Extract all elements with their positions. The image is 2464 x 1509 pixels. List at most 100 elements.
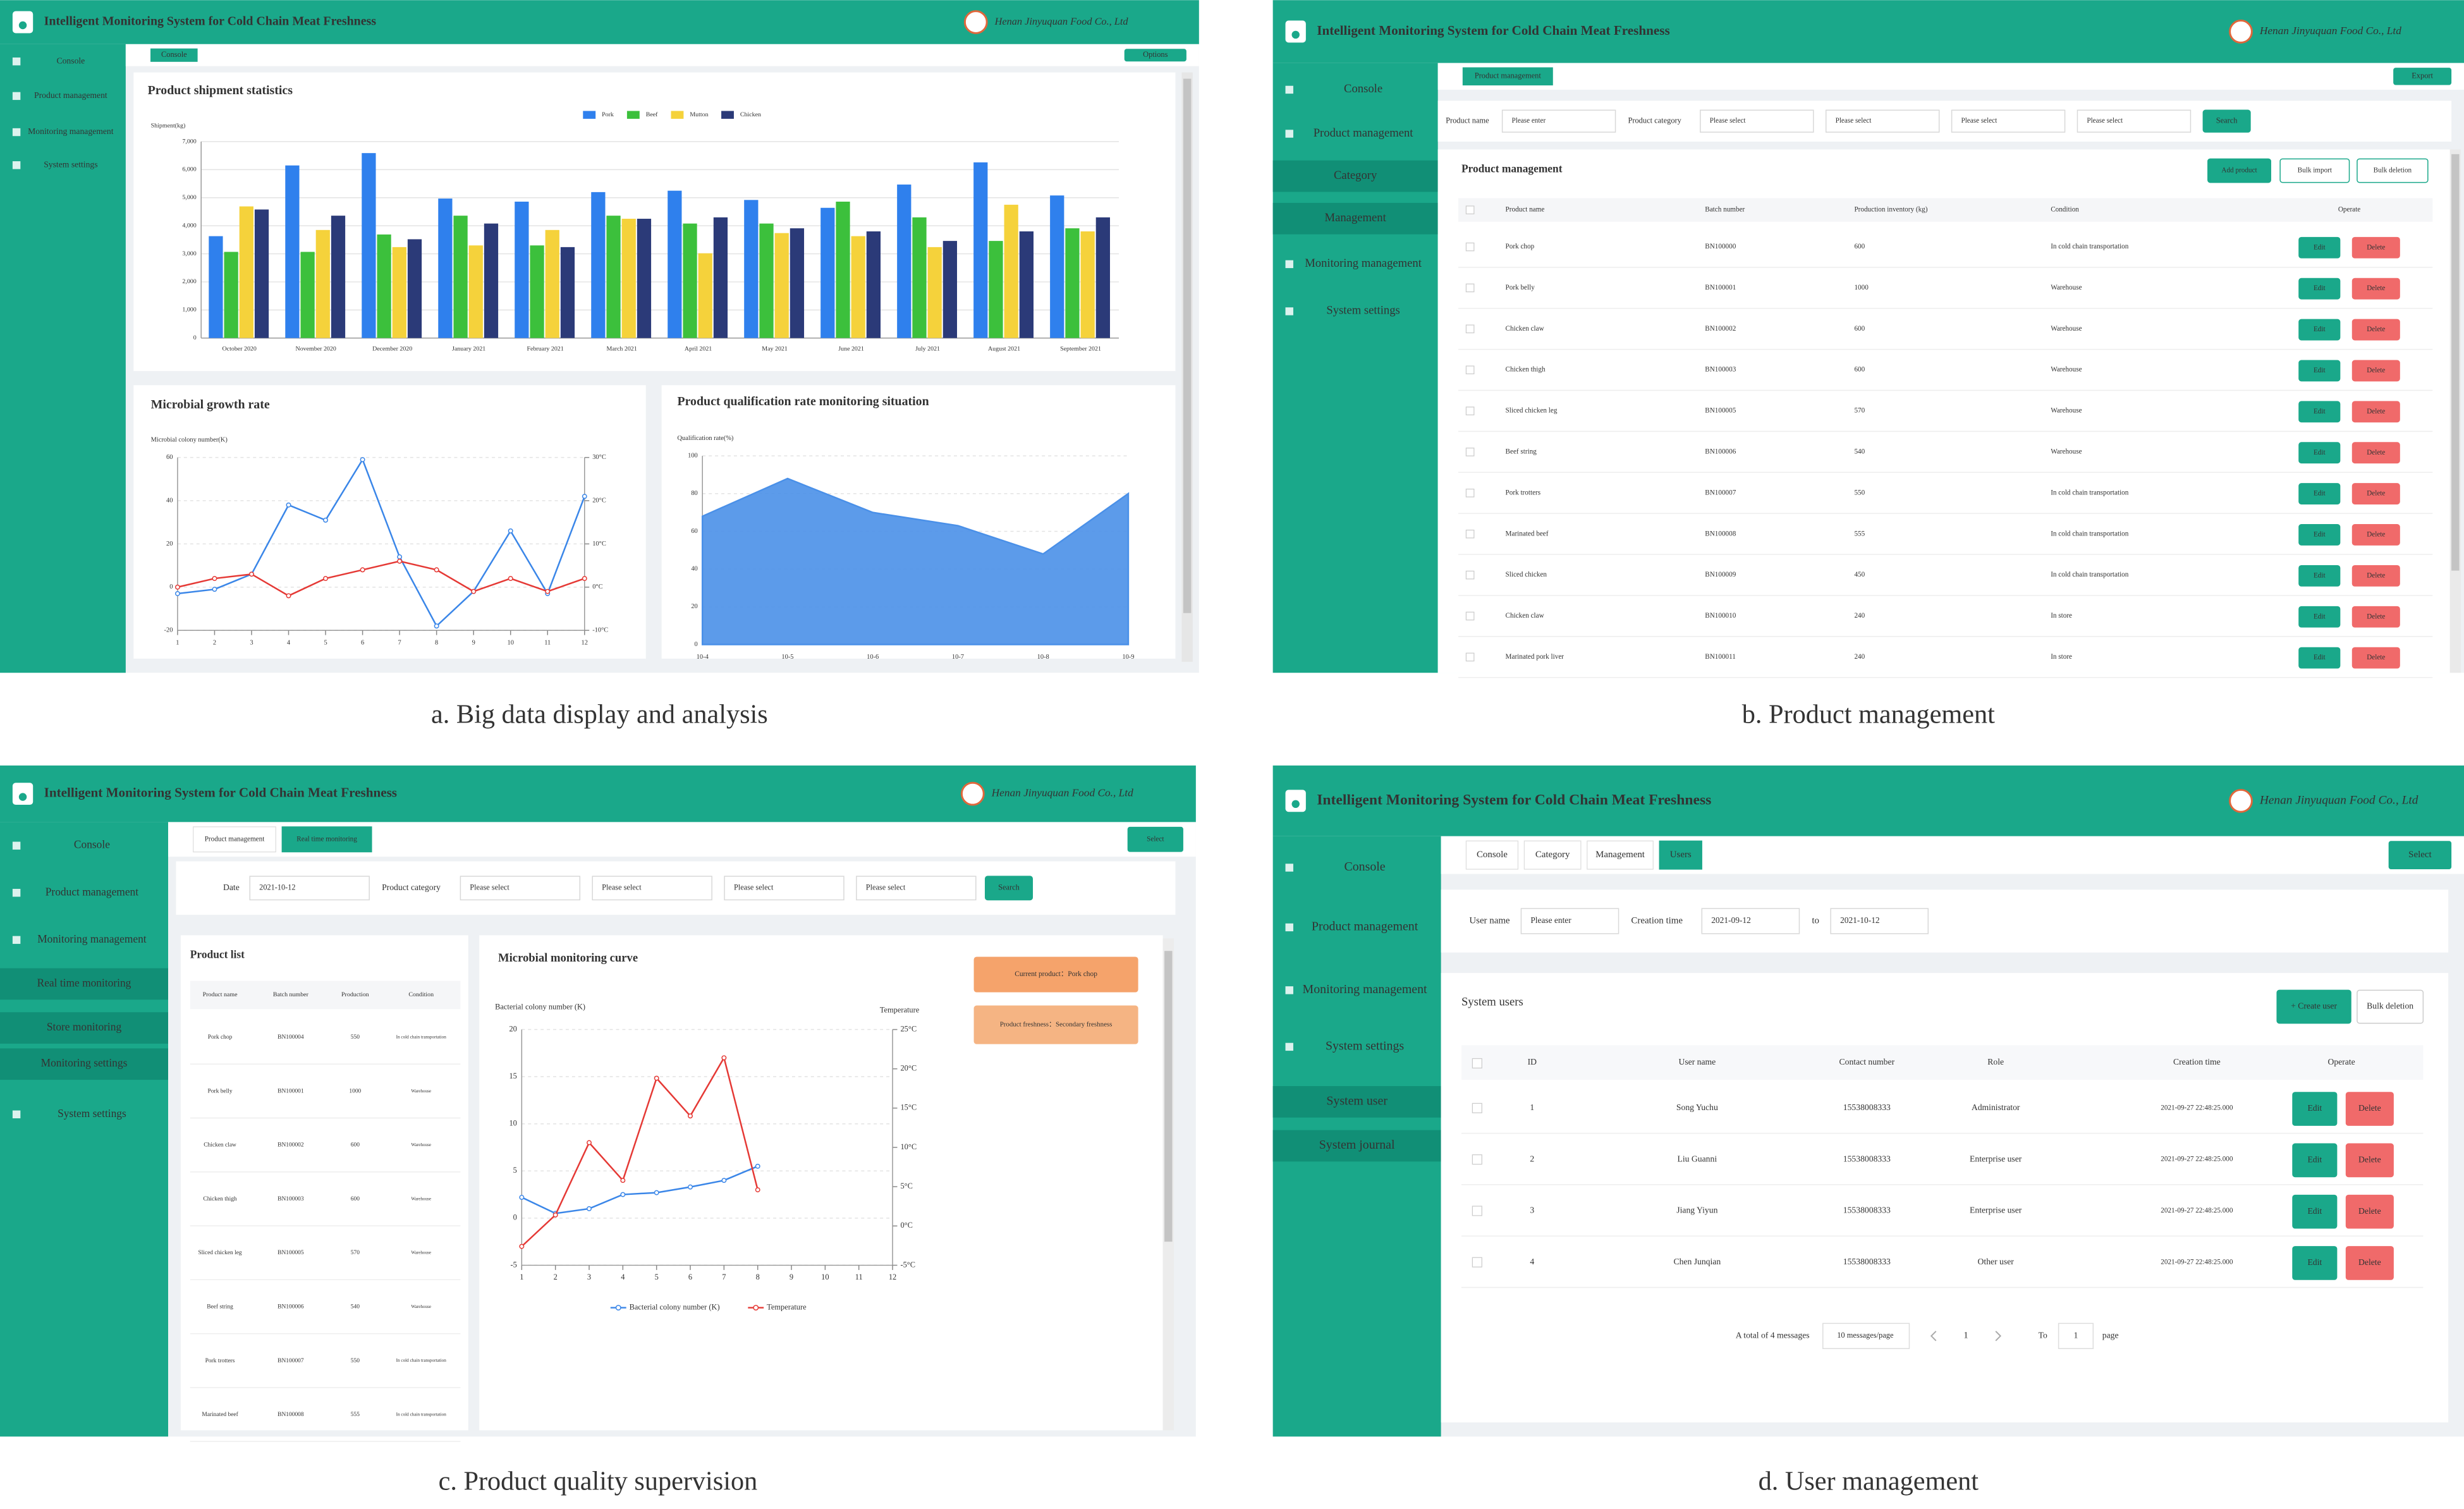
button-label[interactable]: Product freshness：Secondary freshness <box>1000 1021 1113 1029</box>
filter-text[interactable]: 2021-10-12 <box>1840 915 1880 925</box>
button[interactable] <box>2351 606 2400 628</box>
button-label[interactable]: Delete <box>2367 326 2385 333</box>
checkbox[interactable] <box>1472 1154 1482 1165</box>
button-label[interactable]: Delete <box>2358 1103 2381 1113</box>
button[interactable] <box>2298 442 2341 464</box>
button-label[interactable]: Delete <box>2367 490 2385 498</box>
button-label[interactable]: Search <box>998 883 1020 892</box>
filter-input[interactable] <box>1825 109 1940 133</box>
menu-item[interactable]: Monitoring management <box>1305 257 1422 270</box>
button[interactable] <box>2345 1143 2394 1178</box>
button-label[interactable]: Edit <box>2314 284 2326 292</box>
button[interactable] <box>2298 565 2341 587</box>
button-label[interactable]: Edit <box>2314 531 2326 539</box>
action-label[interactable]: Select <box>1147 835 1164 843</box>
filter-text[interactable]: Please select <box>602 883 642 892</box>
filter-input[interactable] <box>856 876 977 901</box>
checkbox[interactable] <box>1465 324 1475 334</box>
menu-item[interactable]: Real time monitoring <box>37 976 131 989</box>
tab-label[interactable]: Console <box>161 50 187 59</box>
tab[interactable] <box>1462 67 1553 86</box>
tab-label[interactable]: Users <box>1670 850 1692 860</box>
button-label[interactable]: Search <box>2216 116 2238 125</box>
filter-input[interactable] <box>1501 109 1616 133</box>
button-label[interactable]: Delete <box>2358 1257 2381 1267</box>
button[interactable] <box>2345 1092 2394 1126</box>
button[interactable] <box>2298 483 2341 504</box>
button[interactable] <box>2345 1194 2394 1229</box>
menu-item[interactable]: System settings <box>1326 1039 1404 1053</box>
button[interactable] <box>2276 989 2351 1024</box>
checkbox[interactable] <box>1465 652 1475 662</box>
button-label[interactable]: Add product <box>2221 167 2257 174</box>
filter-input[interactable] <box>1830 908 1929 934</box>
goto-value[interactable]: 1 <box>2074 1330 2078 1340</box>
page-size[interactable] <box>1822 1323 1910 1349</box>
button[interactable] <box>2292 1246 2338 1280</box>
menu-item[interactable]: Console <box>1344 860 1385 874</box>
menu-item[interactable]: Console <box>56 56 85 65</box>
action-button[interactable] <box>1124 49 1186 62</box>
button-label[interactable]: Delete <box>2367 243 2385 251</box>
button[interactable] <box>2298 360 2341 382</box>
button[interactable] <box>2351 442 2400 464</box>
checkbox[interactable] <box>1472 1206 1482 1216</box>
filter-input[interactable] <box>1520 908 1619 934</box>
next-arrow[interactable] <box>1995 1331 2002 1341</box>
button-label[interactable]: Delete <box>2367 408 2385 415</box>
filter-text[interactable]: Please enter <box>1512 117 1546 125</box>
button-label[interactable]: Edit <box>2314 613 2326 620</box>
page-size-label[interactable]: 10 messages/page <box>1837 1331 1894 1340</box>
filter-input[interactable] <box>592 876 712 901</box>
button[interactable] <box>2298 647 2341 669</box>
button-label[interactable]: Edit <box>2307 1103 2322 1113</box>
filter-text[interactable]: 2021-09-12 <box>1711 915 1751 925</box>
button-label[interactable]: Edit <box>2307 1206 2322 1216</box>
menu-item[interactable]: System journal <box>1319 1138 1395 1152</box>
button-label[interactable]: Edit <box>2314 490 2326 498</box>
menu-item[interactable]: Monitoring management <box>37 932 147 945</box>
filter-text[interactable]: Please select <box>866 883 906 892</box>
button-label[interactable]: Delete <box>2367 284 2385 292</box>
menu-item[interactable]: Product management <box>34 90 107 100</box>
action-label[interactable]: Options <box>1143 50 1168 59</box>
button[interactable] <box>2202 109 2251 133</box>
button-label[interactable]: Delete <box>2367 654 2385 661</box>
filter-text[interactable]: Please select <box>1961 117 1997 125</box>
button-label[interactable]: Bulk import <box>2298 167 2333 174</box>
filter-input[interactable] <box>2077 109 2192 133</box>
menu-item[interactable]: Store monitoring <box>47 1020 122 1033</box>
button[interactable] <box>2298 319 2341 341</box>
checkbox[interactable] <box>1465 365 1475 375</box>
button-label[interactable]: Edit <box>2307 1155 2322 1164</box>
menu-item[interactable]: Monitoring management <box>28 126 114 136</box>
menu-item[interactable]: Category <box>1334 169 1377 182</box>
button-label[interactable]: Delete <box>2358 1155 2381 1164</box>
button[interactable] <box>2298 278 2341 300</box>
button[interactable] <box>2351 647 2400 669</box>
menu-item[interactable]: Console <box>1344 82 1382 95</box>
checkbox[interactable] <box>1465 611 1475 621</box>
button-label[interactable]: + Create user <box>2291 1001 2337 1011</box>
button-label[interactable]: Delete <box>2367 571 2385 579</box>
button-label[interactable]: Edit <box>2314 367 2326 374</box>
button[interactable] <box>2207 158 2271 183</box>
button-label[interactable]: Delete <box>2367 531 2385 539</box>
checkbox[interactable] <box>1465 448 1475 456</box>
button[interactable] <box>2351 360 2400 382</box>
action-label[interactable]: Select <box>2408 850 2432 860</box>
tab[interactable] <box>150 48 198 62</box>
menu-item[interactable]: System settings <box>58 1107 126 1120</box>
button[interactable] <box>2351 319 2400 341</box>
tab-label[interactable]: Management <box>1595 850 1645 860</box>
button-label[interactable]: Bulk deletion <box>2374 167 2412 174</box>
button-label[interactable]: Edit <box>2314 408 2326 415</box>
filter-input[interactable] <box>1951 109 2066 133</box>
button-label[interactable]: Delete <box>2367 613 2385 620</box>
menu-item[interactable]: Console <box>74 838 110 851</box>
tab-label[interactable]: Real time monitoring <box>296 835 357 843</box>
button-label[interactable]: Edit <box>2314 243 2326 251</box>
button[interactable] <box>2292 1143 2338 1178</box>
button[interactable] <box>2298 606 2341 628</box>
tab[interactable] <box>193 826 276 853</box>
